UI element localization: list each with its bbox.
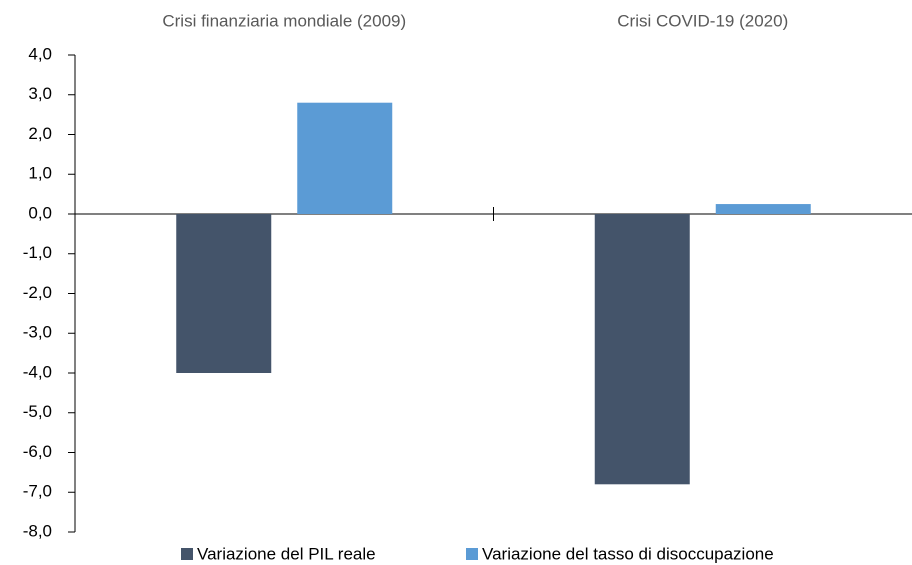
y-tick-label: 1,0 bbox=[28, 164, 52, 183]
y-tick-label: -2,0 bbox=[23, 283, 52, 302]
y-tick-label: -6,0 bbox=[23, 442, 52, 461]
y-tick-label: -5,0 bbox=[23, 402, 52, 421]
legend-swatch bbox=[181, 548, 193, 560]
y-tick-label: 0,0 bbox=[28, 203, 52, 222]
bar bbox=[715, 204, 811, 214]
y-tick-label: -7,0 bbox=[23, 482, 52, 501]
y-tick-label: -8,0 bbox=[23, 521, 52, 540]
legend-label: Variazione del tasso di disoccupazione bbox=[482, 544, 774, 563]
bar bbox=[297, 102, 393, 214]
category-label: Crisi finanziaria mondiale (2009) bbox=[162, 11, 406, 30]
bar bbox=[594, 214, 690, 485]
legend-swatch bbox=[466, 548, 478, 560]
y-tick-label: 4,0 bbox=[28, 44, 52, 63]
category-label: Crisi COVID-19 (2020) bbox=[617, 11, 788, 30]
y-tick-label: -4,0 bbox=[23, 362, 52, 381]
y-tick-label: -1,0 bbox=[23, 243, 52, 262]
y-tick-label: 3,0 bbox=[28, 84, 52, 103]
y-tick-label: -3,0 bbox=[23, 323, 52, 342]
y-tick-label: 2,0 bbox=[28, 124, 52, 143]
legend-label: Variazione del PIL reale bbox=[197, 544, 376, 563]
bar bbox=[176, 214, 272, 373]
